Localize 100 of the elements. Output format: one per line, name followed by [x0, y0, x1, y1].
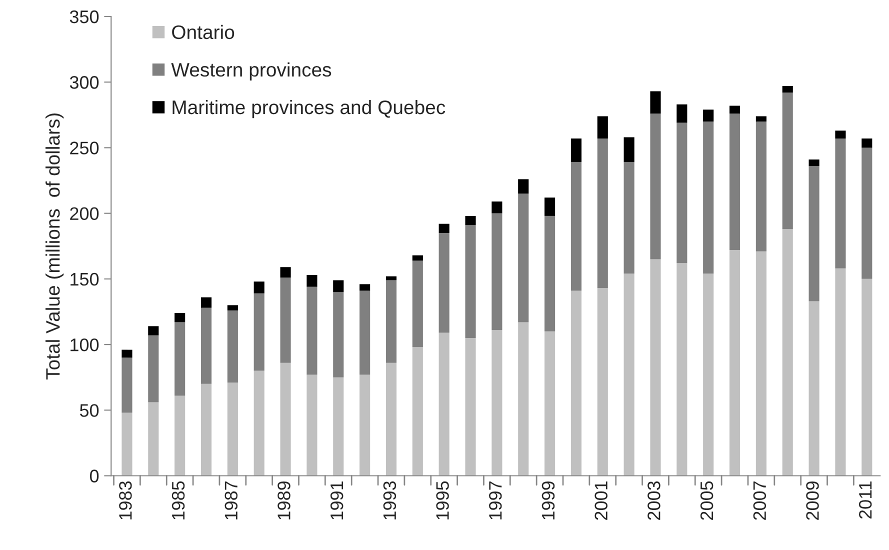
- bar: [333, 292, 344, 378]
- bar: [676, 104, 688, 123]
- bar: [544, 331, 556, 476]
- x-tick-label: 1995: [436, 481, 449, 520]
- bar: [492, 213, 502, 330]
- bar: [412, 347, 423, 476]
- bar: [148, 326, 159, 336]
- x-tick-label: 2007: [753, 482, 766, 520]
- bar: [544, 198, 556, 216]
- bar: [174, 396, 186, 476]
- bar: [492, 330, 502, 476]
- bar: [756, 121, 766, 252]
- bar: [122, 412, 132, 476]
- bar: [756, 116, 766, 122]
- bar: [597, 288, 608, 476]
- bar: [862, 278, 872, 476]
- bar: [174, 313, 186, 322]
- bar: [306, 374, 318, 476]
- bar: [597, 138, 608, 288]
- x-tick-label: 1987: [224, 482, 238, 520]
- y-tick-label: 250: [70, 142, 99, 154]
- bar: [570, 162, 582, 291]
- bar: [174, 322, 186, 396]
- bar: [808, 166, 820, 302]
- bar: [333, 377, 344, 476]
- bar: [280, 362, 291, 476]
- x-tick-label: 2009: [806, 481, 819, 520]
- x-tick-label: 1997: [489, 482, 502, 520]
- bar: [386, 362, 397, 476]
- bar: [465, 338, 476, 476]
- bar: [808, 160, 820, 166]
- bar: [200, 297, 212, 308]
- bar: [862, 138, 872, 148]
- bar: [200, 384, 212, 476]
- bar: [306, 274, 318, 287]
- bar: [254, 370, 264, 476]
- bar: [227, 310, 238, 383]
- bar: [148, 335, 159, 402]
- y-axis-title: Total Value (millions of dollars): [46, 114, 64, 380]
- bar: [465, 216, 476, 226]
- bar: [624, 137, 634, 162]
- x-tick-label: 2005: [700, 481, 714, 520]
- y-tick-label: 0: [90, 470, 99, 482]
- x-tick-label: 1989: [278, 481, 290, 520]
- x-tick-label: 1985: [172, 481, 185, 520]
- bar: [808, 301, 820, 476]
- bar: [835, 130, 846, 139]
- y-tick-label: 200: [70, 207, 99, 220]
- bar: [597, 116, 608, 139]
- bar: [729, 114, 740, 250]
- bar: [703, 274, 714, 476]
- bar: [624, 162, 634, 274]
- bar: [703, 121, 714, 274]
- legend-label: Ontario: [172, 24, 234, 40]
- bar: [333, 280, 344, 292]
- bar: [676, 122, 688, 264]
- bar: [227, 382, 238, 476]
- bar: [729, 250, 740, 476]
- y-tick-label: 100: [70, 338, 99, 352]
- x-tick-label: 2011: [858, 481, 872, 519]
- bar: [386, 280, 397, 363]
- bar: [703, 110, 714, 122]
- bar: [676, 263, 688, 476]
- x-tick-label: 2001: [594, 481, 608, 520]
- bar: [650, 114, 661, 260]
- x-tick-label: 1999: [542, 481, 555, 520]
- bar: [412, 255, 423, 261]
- bar: [148, 402, 159, 476]
- bar: [782, 92, 793, 230]
- y-tick-label: 300: [70, 76, 99, 89]
- bar: [650, 91, 661, 114]
- y-tick-label: 150: [70, 272, 99, 286]
- bar: [862, 148, 872, 279]
- bar: [518, 322, 529, 476]
- bar: [254, 293, 264, 371]
- bar: [122, 358, 132, 413]
- legend-label: Maritime provinces and Quebec: [172, 100, 446, 118]
- bar: [544, 216, 556, 332]
- bar: [518, 179, 529, 194]
- bar: [227, 305, 238, 310]
- bar: [782, 229, 793, 476]
- bar: [650, 259, 661, 476]
- bar: [254, 282, 264, 294]
- bar: [360, 290, 370, 375]
- bar: [360, 284, 370, 291]
- bar: [518, 194, 529, 322]
- bar: [280, 267, 291, 278]
- x-tick-label: 1983: [119, 481, 132, 520]
- bar: [360, 374, 370, 476]
- bar: [835, 268, 846, 476]
- bar: [122, 350, 132, 358]
- bar: [729, 106, 740, 114]
- bar: [438, 233, 450, 333]
- bar: [438, 332, 450, 476]
- bar: [492, 202, 502, 214]
- bar: [782, 86, 793, 93]
- legend-label: Western provinces: [171, 62, 332, 81]
- bar: [280, 278, 291, 363]
- x-tick-label: 1991: [330, 481, 344, 520]
- bar: [835, 138, 846, 268]
